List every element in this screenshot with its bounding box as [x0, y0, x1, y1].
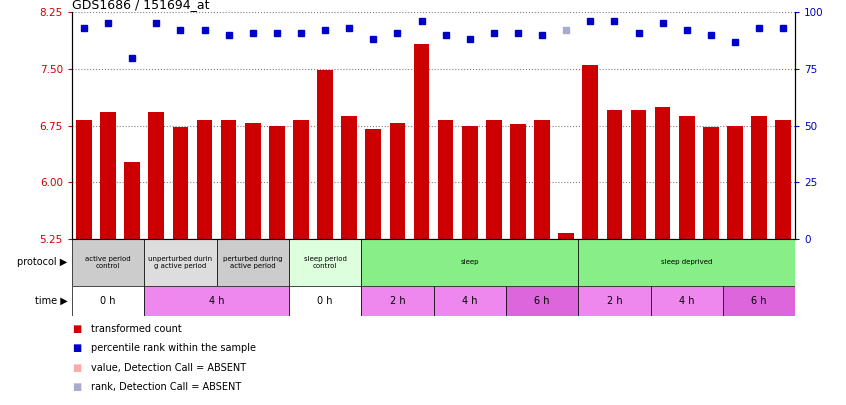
Text: rank, Detection Call = ABSENT: rank, Detection Call = ABSENT	[91, 382, 241, 392]
Bar	[414, 44, 430, 405]
Bar	[558, 233, 574, 405]
Text: 4 h: 4 h	[209, 296, 224, 306]
Bar	[607, 111, 623, 405]
Bar	[361, 286, 433, 316]
Bar	[389, 123, 405, 405]
Bar	[124, 162, 140, 405]
Bar	[775, 119, 791, 405]
Text: unperturbed durin
g active period: unperturbed durin g active period	[148, 256, 212, 269]
Text: protocol ▶: protocol ▶	[18, 257, 68, 267]
Bar	[221, 119, 237, 405]
Bar	[651, 286, 722, 316]
Text: sleep deprived: sleep deprived	[661, 259, 712, 265]
Text: sleep: sleep	[460, 259, 479, 265]
Bar	[655, 107, 671, 405]
Bar	[317, 70, 333, 405]
Bar	[751, 116, 767, 405]
Text: 4 h: 4 h	[462, 296, 477, 306]
Bar	[217, 239, 288, 286]
Bar	[534, 119, 550, 405]
Text: 2 h: 2 h	[390, 296, 405, 306]
Text: 4 h: 4 h	[679, 296, 695, 306]
Bar	[148, 112, 164, 405]
Bar	[578, 286, 651, 316]
Bar	[510, 124, 526, 405]
Bar	[293, 119, 309, 405]
Bar	[722, 286, 795, 316]
Bar	[506, 286, 578, 316]
Bar	[173, 127, 189, 405]
Bar	[100, 112, 116, 405]
Bar	[288, 286, 361, 316]
Bar	[288, 239, 361, 286]
Text: perturbed during
active period: perturbed during active period	[223, 256, 283, 269]
Text: GDS1686 / 151694_at: GDS1686 / 151694_at	[72, 0, 210, 11]
Text: ■: ■	[72, 363, 81, 373]
Bar	[678, 117, 695, 405]
Text: 2 h: 2 h	[607, 296, 622, 306]
Bar	[578, 239, 795, 286]
Bar	[72, 286, 144, 316]
Bar	[462, 126, 478, 405]
Bar	[486, 119, 502, 405]
Text: 0 h: 0 h	[317, 296, 332, 306]
Text: active period
control: active period control	[85, 256, 131, 269]
Bar	[582, 65, 598, 405]
Bar	[244, 123, 261, 405]
Text: sleep period
control: sleep period control	[304, 256, 347, 269]
Bar	[703, 127, 719, 405]
Text: ■: ■	[72, 324, 81, 334]
Bar	[361, 239, 578, 286]
Text: percentile rank within the sample: percentile rank within the sample	[91, 343, 255, 354]
Text: ■: ■	[72, 382, 81, 392]
Bar	[433, 286, 506, 316]
Text: time ▶: time ▶	[35, 296, 68, 306]
Bar	[196, 119, 212, 405]
Text: transformed count: transformed count	[91, 324, 181, 334]
Text: 0 h: 0 h	[101, 296, 116, 306]
Bar	[144, 286, 288, 316]
Bar	[72, 239, 144, 286]
Bar	[727, 126, 743, 405]
Bar	[365, 129, 382, 405]
Text: 6 h: 6 h	[751, 296, 766, 306]
Text: value, Detection Call = ABSENT: value, Detection Call = ABSENT	[91, 363, 245, 373]
Bar	[437, 120, 453, 405]
Text: ■: ■	[72, 343, 81, 354]
Bar	[630, 111, 646, 405]
Text: 6 h: 6 h	[535, 296, 550, 306]
Bar	[144, 239, 217, 286]
Bar	[269, 126, 285, 405]
Bar	[76, 120, 92, 405]
Bar	[341, 117, 357, 405]
